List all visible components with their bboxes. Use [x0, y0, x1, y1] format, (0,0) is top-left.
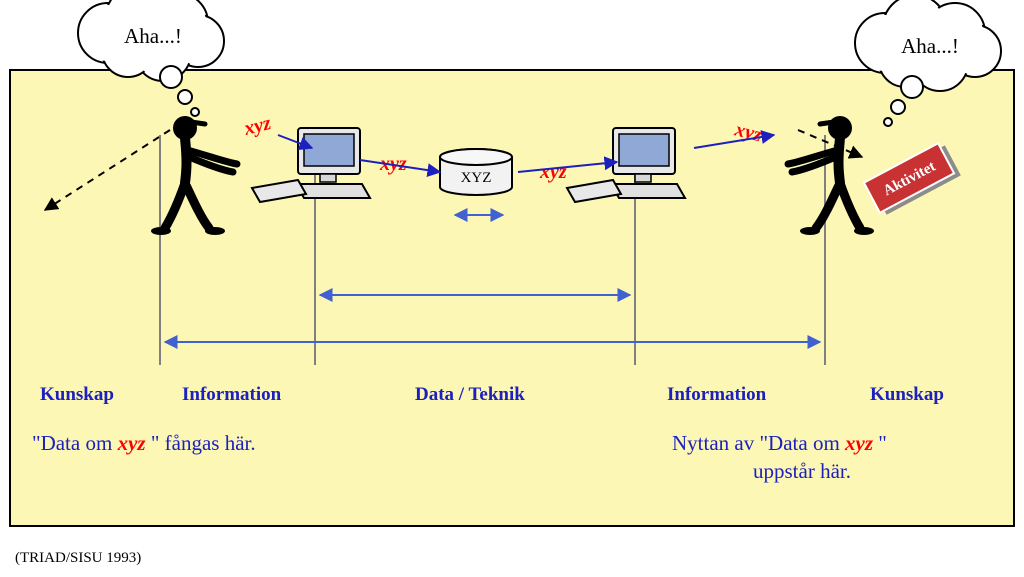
- thought-text-right: Aha...!: [901, 34, 959, 58]
- caption-left-0: "Data om xyz " fångas här.: [32, 431, 256, 455]
- attribution-text: (TRIAD/SISU 1993): [15, 550, 141, 566]
- section-label-4: Kunskap: [870, 384, 944, 405]
- xyz-label-2: xyz: [539, 161, 567, 183]
- database-icon: XYZ: [440, 149, 512, 195]
- caption-right-1: uppstår här.: [753, 459, 851, 483]
- diagram-root: (TRIAD/SISU 1993) Kunskap Information Data …: [0, 0, 1024, 572]
- section-label-0: Kunskap: [40, 384, 114, 405]
- database-label: XYZ: [461, 170, 492, 186]
- thought-text-left: Aha...!: [124, 24, 182, 48]
- section-label-1: Information: [182, 384, 282, 405]
- section-label-2: Data / Teknik: [415, 384, 525, 405]
- caption-right-0: Nyttan av "Data om xyz ": [672, 431, 887, 455]
- section-label-3: Information: [667, 384, 767, 405]
